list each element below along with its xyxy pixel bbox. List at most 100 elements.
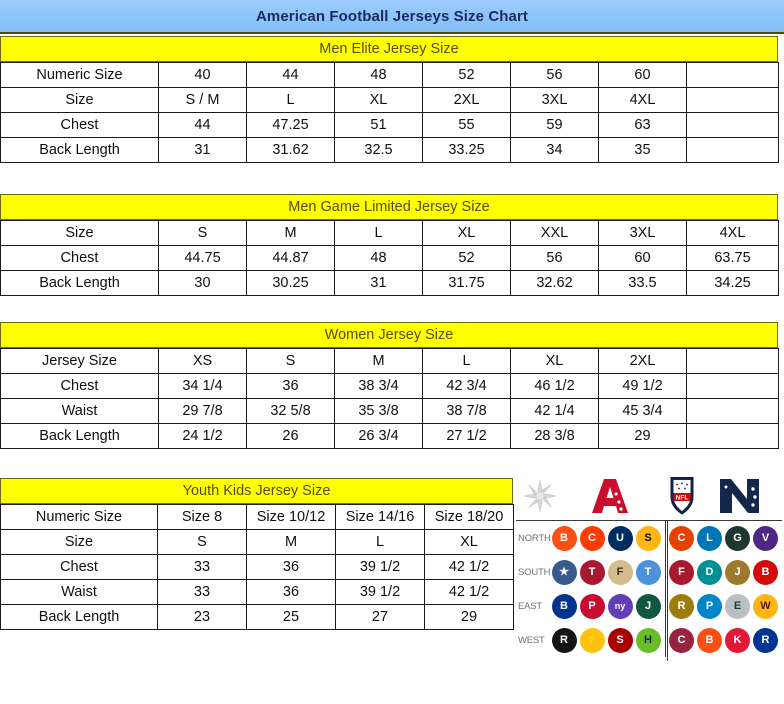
team-logo-chiefs[interactable]: K bbox=[725, 627, 750, 653]
cell-empty bbox=[686, 348, 779, 374]
cell: 23 bbox=[157, 604, 247, 630]
cell: 33.25 bbox=[422, 137, 511, 163]
cell: 38 3/4 bbox=[334, 373, 423, 399]
table-row: Chest 44.75 44.87 48 52 56 60 63.75 bbox=[0, 245, 779, 271]
table-row: Numeric Size 40 44 48 52 56 60 bbox=[0, 62, 779, 88]
cell: 29 7/8 bbox=[158, 398, 247, 424]
cell: 33 bbox=[157, 554, 247, 580]
row-label: Jersey Size bbox=[0, 348, 159, 374]
table-row: Size S M L XL bbox=[0, 529, 514, 555]
row-label: Size bbox=[0, 87, 159, 113]
team-logo-lions[interactable]: L bbox=[697, 525, 722, 551]
team-logo-dolphins[interactable]: D bbox=[697, 559, 722, 585]
team-logo-giants[interactable]: ny bbox=[607, 593, 633, 619]
team-logo-raiders[interactable]: R bbox=[551, 627, 577, 653]
cell: M bbox=[246, 220, 335, 246]
team-logo-chargers[interactable]: ⚡ bbox=[579, 627, 605, 653]
section-men-game-limited: Men Game Limited Jersey Size Size S M L … bbox=[0, 194, 779, 296]
team-logo-broncos[interactable]: B bbox=[697, 627, 722, 653]
team-logo-seahawks[interactable]: H bbox=[635, 627, 661, 653]
team-logo-buccaneers[interactable]: B bbox=[753, 559, 778, 585]
team-logo-redskins[interactable]: W bbox=[753, 593, 778, 619]
conference-header-row: NFL bbox=[516, 472, 782, 521]
team-logo-colts[interactable]: U bbox=[607, 525, 633, 551]
team-logo-panthers[interactable]: P bbox=[697, 593, 722, 619]
team-logo-bengals[interactable]: B bbox=[551, 525, 577, 551]
table-row: Size S M L XL XXL 3XL 4XL bbox=[0, 220, 779, 246]
divider bbox=[664, 521, 666, 555]
divider bbox=[664, 589, 666, 623]
team-logo-packers[interactable]: G bbox=[725, 525, 750, 551]
team-logo-cardinals[interactable]: C bbox=[669, 627, 694, 653]
cell: 52 bbox=[422, 62, 511, 88]
nfc-west-teams: C B K R bbox=[668, 627, 783, 653]
cell: L bbox=[246, 87, 335, 113]
nfc-south-teams: F D J B bbox=[668, 559, 783, 585]
team-logo-steelers[interactable]: S bbox=[635, 525, 661, 551]
cell: 30 bbox=[158, 270, 247, 296]
section-header-men-game-limited: Men Game Limited Jersey Size bbox=[0, 194, 778, 220]
cell-empty bbox=[686, 423, 779, 449]
team-logo-browns[interactable]: C bbox=[579, 525, 605, 551]
team-logo-49ers[interactable]: S bbox=[607, 627, 633, 653]
cell: 30.25 bbox=[246, 270, 335, 296]
divider bbox=[664, 555, 666, 589]
division-row-north: NORTH B C U S C L G V bbox=[516, 521, 782, 555]
team-logo-falcons[interactable]: F bbox=[669, 559, 694, 585]
size-table-men-elite: Numeric Size 40 44 48 52 56 60 Size S / … bbox=[0, 62, 779, 163]
cell: Size 18/20 bbox=[424, 504, 514, 530]
team-logo-jaguars[interactable]: J bbox=[725, 559, 750, 585]
afc-conference-logo bbox=[582, 476, 638, 516]
table-row: Chest 34 1/4 36 38 3/4 42 3/4 46 1/2 49 … bbox=[0, 373, 779, 399]
conference-divider bbox=[667, 521, 668, 661]
team-logo-eagles[interactable]: E bbox=[725, 593, 750, 619]
team-logo-bears[interactable]: C bbox=[669, 525, 694, 551]
cell: 47.25 bbox=[246, 112, 335, 138]
cell: Size 10/12 bbox=[246, 504, 336, 530]
afc-south-teams: ★ T F T bbox=[550, 559, 665, 585]
team-logo-vikings[interactable]: V bbox=[753, 525, 778, 551]
cell: 48 bbox=[334, 245, 423, 271]
cell: 42 1/2 bbox=[424, 554, 514, 580]
division-label: NORTH bbox=[518, 532, 551, 544]
row-label: Size bbox=[0, 220, 159, 246]
cell: 55 bbox=[422, 112, 511, 138]
afc-north-teams: B C U S bbox=[550, 525, 665, 551]
cell: XL bbox=[424, 529, 514, 555]
cell: Size 8 bbox=[157, 504, 247, 530]
cell: 31 bbox=[158, 137, 247, 163]
row-label: Back Length bbox=[0, 137, 159, 163]
cell: 51 bbox=[334, 112, 423, 138]
team-logo-texans[interactable]: T bbox=[579, 559, 605, 585]
nfc-conference-logo bbox=[712, 476, 768, 516]
table-row: Size S / M L XL 2XL 3XL 4XL bbox=[0, 87, 779, 113]
team-logo-titans[interactable]: T bbox=[635, 559, 661, 585]
cell: 48 bbox=[334, 62, 423, 88]
team-logo-bills[interactable]: B bbox=[551, 593, 577, 619]
section-women: Women Jersey Size Jersey Size XS S M L X… bbox=[0, 322, 779, 449]
cell: 52 bbox=[422, 245, 511, 271]
cell: 32.62 bbox=[510, 270, 599, 296]
division-label: SOUTH bbox=[518, 566, 551, 578]
cell: 39 1/2 bbox=[335, 554, 425, 580]
row-label: Back Length bbox=[0, 604, 158, 630]
nfl-shield-icon: NFL bbox=[662, 476, 702, 516]
cell-empty bbox=[686, 112, 779, 138]
team-logo-saints[interactable]: F bbox=[607, 559, 633, 585]
team-logo-cowboys[interactable]: ★ bbox=[551, 559, 577, 585]
cell: XL bbox=[510, 348, 599, 374]
team-logo-ravens[interactable]: R bbox=[669, 593, 694, 619]
cell: 32 5/8 bbox=[246, 398, 335, 424]
cell: 31.62 bbox=[246, 137, 335, 163]
table-row: Chest 33 36 39 1/2 42 1/2 bbox=[0, 554, 514, 580]
section-title: Men Game Limited Jersey Size bbox=[288, 199, 490, 215]
cell: 4XL bbox=[686, 220, 779, 246]
team-logo-jets[interactable]: J bbox=[635, 593, 661, 619]
team-logo-patriots[interactable]: P bbox=[579, 593, 605, 619]
cell: L bbox=[334, 220, 423, 246]
team-logo-rams[interactable]: R bbox=[753, 627, 778, 653]
size-table-youth-kids: Numeric Size Size 8 Size 10/12 Size 14/1… bbox=[0, 504, 514, 630]
afc-west-teams: R ⚡ S H bbox=[550, 627, 665, 653]
division-row-east: EAST B P ny J R P E W bbox=[516, 589, 782, 623]
table-row: Back Length 31 31.62 32.5 33.25 34 35 bbox=[0, 137, 779, 163]
